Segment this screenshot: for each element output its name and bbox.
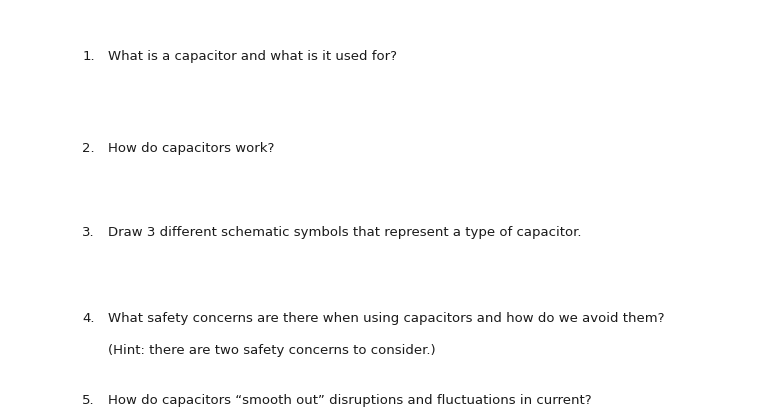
Text: 5.: 5. — [82, 394, 95, 407]
Text: 2.: 2. — [82, 142, 95, 155]
Text: How do capacitors work?: How do capacitors work? — [108, 142, 274, 155]
Text: Draw 3 different schematic symbols that represent a type of capacitor.: Draw 3 different schematic symbols that … — [108, 226, 581, 239]
Text: (Hint: there are two safety concerns to consider.): (Hint: there are two safety concerns to … — [108, 344, 436, 357]
Text: 4.: 4. — [82, 312, 95, 325]
Text: 3.: 3. — [82, 226, 95, 239]
Text: What safety concerns are there when using capacitors and how do we avoid them?: What safety concerns are there when usin… — [108, 312, 665, 325]
Text: What is a capacitor and what is it used for?: What is a capacitor and what is it used … — [108, 50, 397, 63]
Text: How do capacitors “smooth out” disruptions and fluctuations in current?: How do capacitors “smooth out” disruptio… — [108, 394, 591, 407]
Text: 1.: 1. — [82, 50, 95, 63]
